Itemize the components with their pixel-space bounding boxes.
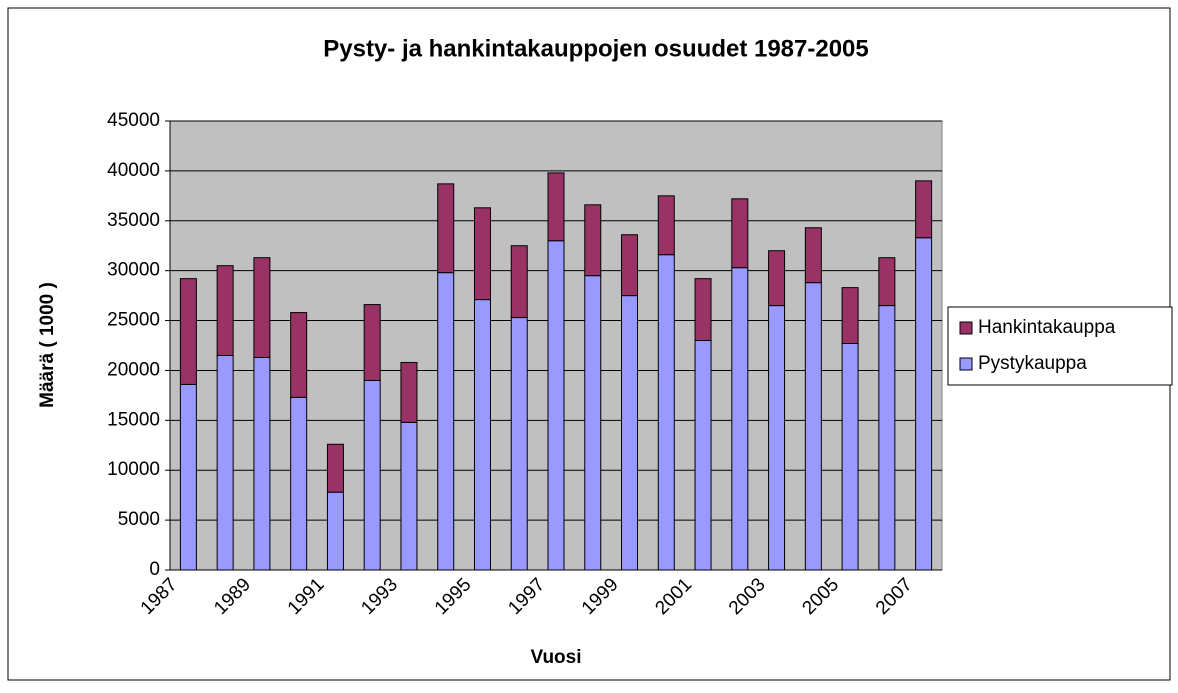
bar <box>437 183 455 274</box>
bar <box>216 354 234 571</box>
bar <box>915 237 933 571</box>
bar <box>253 257 271 358</box>
bar <box>768 305 786 571</box>
legend-swatch <box>959 321 973 335</box>
bar <box>657 254 675 571</box>
legend-label: Pystykauppa <box>978 353 1087 374</box>
bar <box>290 312 308 398</box>
bar <box>657 195 675 256</box>
bar <box>326 491 344 571</box>
legend-label: Hankintakauppa <box>978 317 1116 338</box>
bar <box>290 396 308 571</box>
bar <box>878 257 896 307</box>
bar <box>804 282 822 571</box>
legend-swatch <box>959 357 973 371</box>
bar <box>179 383 197 571</box>
bar <box>179 278 197 385</box>
bar <box>400 361 418 423</box>
y-tick-label: 15000 <box>107 409 160 430</box>
chart-title: Pysty- ja hankintakauppojen osuudet 1987… <box>323 35 869 62</box>
bar <box>731 198 749 269</box>
y-tick-label: 20000 <box>107 359 160 380</box>
bar <box>768 250 786 307</box>
bar <box>915 180 933 239</box>
bar <box>510 317 528 571</box>
bar <box>584 275 602 571</box>
y-tick-label: 40000 <box>107 160 160 181</box>
y-tick-label: 35000 <box>107 210 160 231</box>
bar <box>437 272 455 571</box>
bar <box>363 379 381 571</box>
y-axis-label: Määrä ( 1000 ) <box>37 282 58 408</box>
bar <box>694 340 712 571</box>
y-tick-label: 30000 <box>107 260 160 281</box>
bar <box>510 245 528 319</box>
bar <box>216 265 234 356</box>
bar <box>400 421 418 571</box>
bar <box>841 287 859 345</box>
bar <box>253 356 271 571</box>
bar <box>731 267 749 571</box>
y-tick-label: 45000 <box>107 110 160 131</box>
x-axis-label: Vuosi <box>530 647 581 668</box>
bar <box>841 343 859 571</box>
bar <box>878 305 896 571</box>
bar <box>584 204 602 277</box>
legend <box>947 306 1173 386</box>
bar <box>473 299 491 571</box>
bar <box>547 172 565 242</box>
bar <box>804 227 822 284</box>
y-tick-label: 5000 <box>118 509 160 530</box>
y-tick-label: 25000 <box>107 310 160 331</box>
y-tick-label: 10000 <box>107 459 160 480</box>
bar <box>326 443 344 493</box>
bar <box>363 304 381 381</box>
bar <box>621 295 639 571</box>
bar <box>473 207 491 301</box>
bar <box>547 240 565 571</box>
y-tick-label: 0 <box>149 559 160 580</box>
bar <box>694 278 712 342</box>
bar <box>621 234 639 297</box>
